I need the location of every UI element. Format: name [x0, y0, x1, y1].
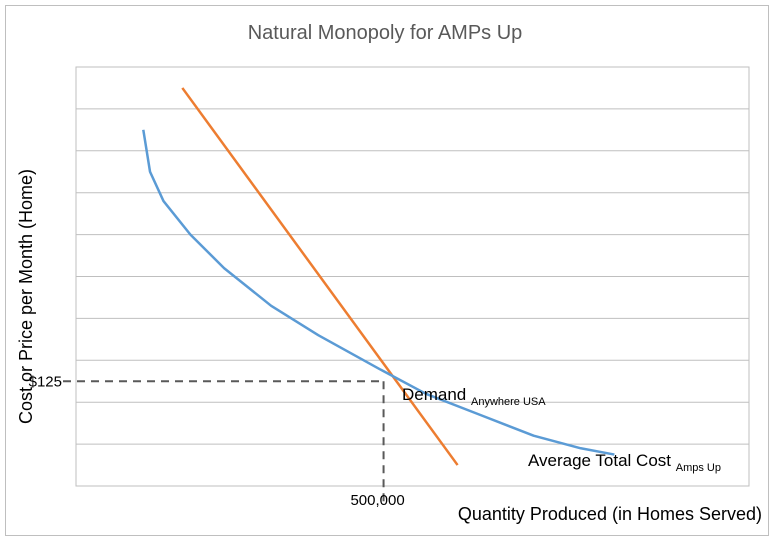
- chart-svg: Natural Monopoly for AMPs Up $125 500,00…: [16, 22, 762, 524]
- demand-label-main: Demand: [402, 385, 466, 404]
- chart-title: Natural Monopoly for AMPs Up: [248, 22, 523, 44]
- y-axis-label: Cost or Price per Month (Home): [16, 169, 36, 424]
- atc-label-sub: Amps Up: [676, 462, 721, 474]
- average-total-cost-curve: [142, 129, 615, 456]
- y-tick-label: $125: [29, 373, 62, 390]
- demand-label-sub: Anywhere USA: [471, 396, 546, 408]
- chart-frame: Natural Monopoly for AMPs Up $125 500,00…: [5, 5, 769, 536]
- x-tick-label: 500,000: [350, 492, 404, 509]
- reference-guides: [63, 380, 385, 502]
- x-axis-label: Quantity Produced (in Homes Served): [458, 504, 762, 524]
- demand-line: [181, 87, 459, 466]
- gridlines: [76, 108, 749, 445]
- atc-label-main: Average Total Cost: [528, 451, 671, 470]
- plot-area-border: [75, 66, 750, 487]
- series-layer: [142, 87, 615, 466]
- atc-label: Average Total Cost Amps Up: [528, 451, 721, 474]
- demand-label: Demand Anywhere USA: [402, 385, 546, 408]
